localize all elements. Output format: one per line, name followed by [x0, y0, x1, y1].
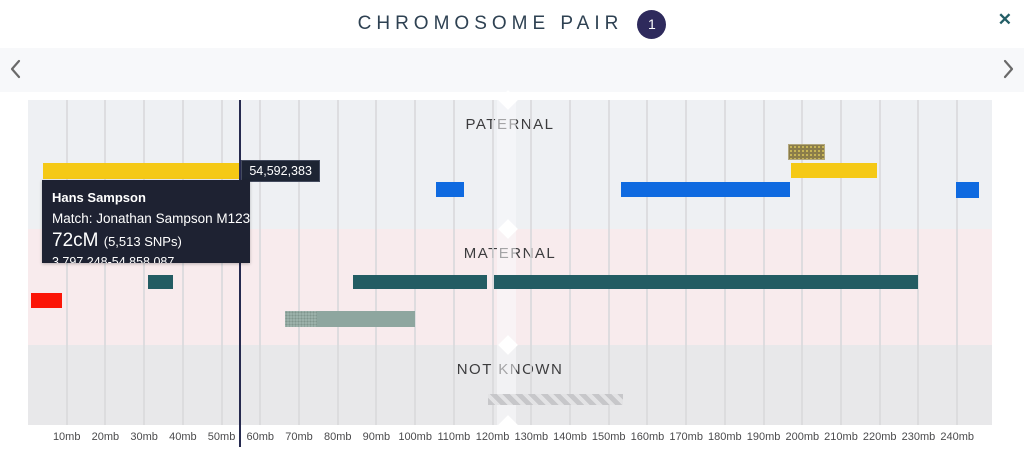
gridline: [840, 100, 842, 425]
segment[interactable]: [955, 182, 979, 198]
segment[interactable]: [42, 163, 241, 179]
segment[interactable]: [352, 275, 487, 289]
gridline: [298, 100, 300, 425]
gridline: [917, 100, 920, 425]
gridline: [414, 100, 417, 425]
gridline: [530, 100, 533, 425]
nav-strip: [0, 48, 1024, 92]
gridline: [375, 100, 378, 425]
segment-tooltip: Hans Sampson Match: Jonathan Sampson M12…: [42, 180, 250, 263]
axis-tick-label: 170mb: [669, 431, 703, 443]
segment[interactable]: [790, 163, 877, 178]
axis-tick-label: 40mb: [169, 431, 197, 443]
axis-tick-label: 190mb: [746, 431, 781, 443]
axis-tick-label: 50mb: [207, 431, 236, 443]
tooltip-person-name: Hans Sampson: [52, 190, 146, 205]
axis-tick-label: 100mb: [398, 431, 432, 443]
chromosome-number-badge: 1: [637, 9, 667, 39]
axis-tick-label: 180mb: [708, 431, 742, 443]
gridline: [878, 100, 881, 425]
axis-tick-label: 70mb: [285, 431, 313, 443]
cursor-line: [239, 100, 242, 447]
tooltip-snps: (5,513 SNPs): [103, 234, 182, 249]
axis-tick-label: 60mb: [246, 431, 275, 443]
segment[interactable]: [436, 182, 464, 197]
segment[interactable]: [787, 144, 825, 160]
close-button[interactable]: ✕: [994, 8, 1016, 32]
axis-tick-label: 160mb: [630, 431, 665, 443]
axis: 10mb 20mb 30mb 40mb 50mb 60mb 70mb 80mb 90mb 100m…: [28, 425, 992, 447]
axis-tick-label: 90mb: [362, 431, 391, 443]
axis-tick-label: 140mb: [553, 431, 587, 443]
segment-textured-cap: [285, 311, 318, 327]
axis-tick-label: 10mb: [52, 431, 81, 443]
gridline: [259, 100, 262, 425]
gridline: [452, 100, 455, 425]
centromere-band: [497, 100, 517, 425]
gridline: [607, 100, 610, 425]
chevron-right-icon: [997, 59, 1019, 85]
segment[interactable]: [31, 293, 63, 308]
tooltip-cm-line: 72cM (5,513 SNPs): [52, 230, 182, 251]
tooltip-match-line: Match: Jonathan Sampson M123456: [52, 211, 250, 226]
gridline: [685, 100, 688, 425]
gridline: [569, 100, 571, 425]
segment[interactable]: [494, 275, 918, 289]
chromosome-chart: PATERNAL MATERNAL NOT KNOWN 54,592,383 H…: [28, 90, 992, 447]
axis-tick-label: 80mb: [323, 431, 352, 443]
axis-tick-label: 210mb: [824, 431, 858, 443]
axis-tick-label: 30mb: [130, 431, 158, 443]
gridline: [801, 100, 804, 425]
gridline: [646, 100, 649, 425]
segment[interactable]: [148, 275, 173, 289]
segment[interactable]: [621, 182, 790, 197]
tooltip-range: 3,797,248-54,858,087: [52, 255, 175, 263]
gridline: [956, 100, 959, 425]
axis-tick-label: 20mb: [91, 431, 120, 443]
prev-chromosome-button[interactable]: [5, 56, 27, 82]
gridline: [491, 100, 494, 425]
segment[interactable]: [487, 394, 624, 405]
header: CHROMOSOME PAIR 1: [0, 0, 1024, 48]
chevron-left-icon: [5, 59, 27, 85]
axis-tick-label: 240mb: [940, 431, 974, 443]
axis-tick-label: 220mb: [862, 431, 897, 443]
gridline: [336, 100, 339, 425]
axis-tick-label: 120mb: [475, 431, 510, 443]
axis-tick-label: 200mb: [785, 431, 820, 443]
axis-tick-label: 110mb: [437, 431, 471, 443]
segment[interactable]: [285, 311, 416, 327]
axis-tick-label: 150mb: [591, 431, 626, 443]
gridline: [762, 100, 765, 425]
page-title: CHROMOSOME PAIR: [357, 13, 624, 34]
gridline: [723, 100, 726, 425]
axis-tick-label: 230mb: [901, 431, 936, 443]
cursor-position-label: 54,592,383: [241, 160, 320, 182]
next-chromosome-button[interactable]: [997, 56, 1019, 82]
axis-tick-label: 130mb: [514, 431, 549, 443]
